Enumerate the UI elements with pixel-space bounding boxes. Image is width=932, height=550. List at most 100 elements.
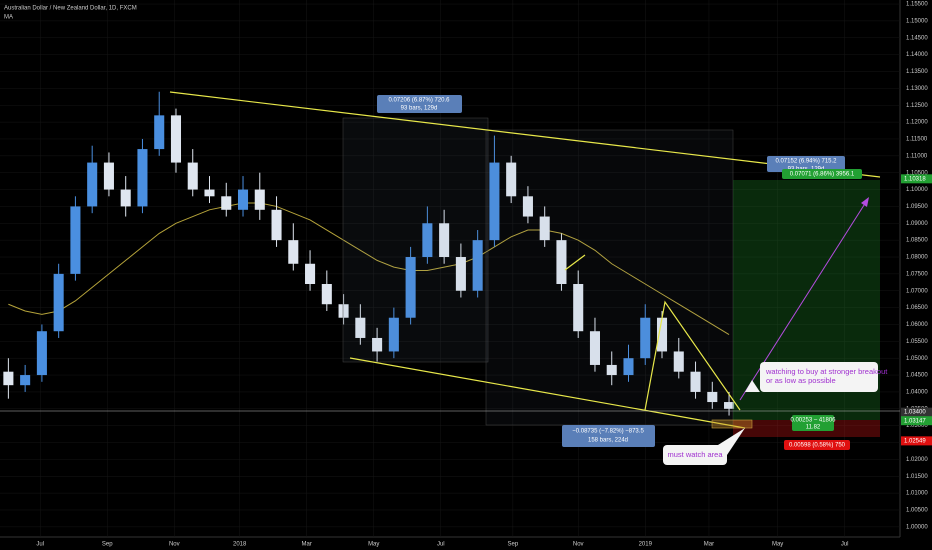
candle-body bbox=[204, 189, 215, 197]
candle-body bbox=[20, 375, 31, 386]
x-tick-label: Mar bbox=[302, 542, 312, 548]
price-label: 1.03400 bbox=[904, 410, 926, 416]
candle-body bbox=[137, 149, 148, 207]
x-tick-label: Nov bbox=[169, 542, 180, 548]
y-tick-label: 1.09500 bbox=[906, 204, 928, 210]
target-label-box bbox=[782, 169, 862, 179]
candle-body bbox=[388, 317, 399, 352]
candle-body bbox=[455, 257, 466, 291]
y-tick-label: 1.01000 bbox=[906, 491, 928, 497]
x-tick-label: Jul bbox=[437, 542, 445, 548]
candle-body bbox=[355, 317, 366, 338]
candle-body bbox=[724, 402, 735, 409]
candle-body bbox=[690, 371, 701, 392]
y-tick-label: 1.03000 bbox=[906, 423, 928, 429]
x-tick-label: May bbox=[772, 542, 783, 548]
indicator-label: MA bbox=[4, 15, 13, 21]
trend-line bbox=[169, 91, 881, 178]
candle-body bbox=[170, 115, 182, 163]
entry-label: 11.82 bbox=[806, 425, 821, 431]
y-tick-label: 1.08000 bbox=[906, 255, 928, 261]
candle-body bbox=[422, 223, 433, 258]
price-label-box bbox=[901, 416, 932, 426]
candle-body bbox=[36, 331, 47, 376]
x-tick-label: Jul bbox=[841, 542, 849, 548]
callout bbox=[760, 362, 878, 392]
candle-body bbox=[472, 240, 483, 291]
measure-label bbox=[377, 95, 462, 113]
price-label-box bbox=[901, 407, 932, 417]
candle-body bbox=[640, 317, 651, 359]
candle-body bbox=[673, 351, 684, 372]
price-label: 1.03147 bbox=[904, 418, 926, 424]
callout-text: or as low as possible bbox=[766, 376, 836, 385]
x-tick-label: Sep bbox=[102, 542, 113, 548]
candle-body bbox=[573, 283, 584, 332]
stop-label-box bbox=[784, 440, 850, 450]
candle-body bbox=[187, 162, 198, 190]
y-tick-label: 1.12500 bbox=[906, 103, 928, 109]
arrow-head bbox=[861, 197, 869, 207]
y-tick-label: 1.14500 bbox=[906, 35, 928, 41]
entry-label-box bbox=[792, 415, 834, 431]
candle-body bbox=[103, 162, 114, 190]
candle-body bbox=[338, 304, 349, 318]
y-tick-label: 1.15500 bbox=[906, 2, 928, 8]
y-tick-label: 1.12000 bbox=[906, 120, 928, 126]
candle-body bbox=[707, 391, 718, 403]
y-tick-label: 1.00000 bbox=[906, 524, 928, 530]
candle-body bbox=[522, 196, 533, 217]
watch-zone bbox=[711, 419, 753, 429]
x-tick-label: 2018 bbox=[233, 542, 247, 548]
callout-pointer bbox=[745, 380, 760, 392]
drawings: 0.07206 (6.87%) 720.6 93 bars, 129d 0.07… bbox=[0, 91, 900, 465]
candle-body bbox=[70, 206, 81, 274]
candle-body bbox=[221, 196, 232, 210]
callout-text: watching to buy at stronger breakout bbox=[765, 367, 888, 376]
price-label-box bbox=[901, 174, 932, 184]
candle-body bbox=[87, 162, 98, 207]
candle-body bbox=[254, 189, 265, 210]
y-tick-label: 1.11000 bbox=[906, 153, 928, 159]
x-tick-label: May bbox=[368, 542, 379, 548]
candle-body bbox=[120, 189, 131, 207]
candle-body bbox=[53, 273, 64, 332]
x-tick-label: Jul bbox=[36, 542, 44, 548]
callout-text: must watch area bbox=[667, 450, 723, 459]
y-tick-label: 1.04000 bbox=[906, 390, 928, 396]
candle-body bbox=[237, 189, 249, 210]
moving-average bbox=[8, 202, 730, 336]
trend-line bbox=[349, 357, 746, 429]
x-tick-label: Nov bbox=[573, 542, 584, 548]
y-tick-label: 1.10500 bbox=[906, 170, 928, 176]
y-tick-label: 1.07000 bbox=[906, 288, 928, 294]
x-tick-label: Sep bbox=[508, 542, 519, 548]
y-tick-label: 1.13500 bbox=[906, 69, 928, 75]
callout bbox=[663, 445, 727, 465]
price-label: 1.10318 bbox=[904, 176, 926, 182]
candle-body bbox=[305, 263, 316, 284]
candle-body bbox=[589, 331, 600, 365]
candle-body bbox=[506, 162, 517, 197]
candle-body bbox=[372, 337, 383, 352]
y-tick-label: 1.07500 bbox=[906, 271, 928, 277]
measure-box bbox=[342, 117, 489, 363]
trend-line bbox=[644, 300, 741, 411]
candle-body bbox=[271, 209, 282, 241]
candle-body bbox=[656, 317, 668, 352]
candle-body bbox=[606, 364, 617, 376]
y-tick-label: 1.14000 bbox=[906, 52, 928, 58]
candle-body bbox=[439, 223, 450, 258]
y-tick-label: 1.06000 bbox=[906, 322, 928, 328]
y-tick-label: 1.01500 bbox=[906, 474, 928, 480]
measure-text: −0.08735 (−7.82%) −873.5 bbox=[572, 429, 644, 435]
measure-label bbox=[767, 156, 845, 172]
price-label-box bbox=[901, 436, 932, 446]
stop-label: 0.00598 (0.58%) 750 bbox=[789, 443, 846, 449]
y-tick-label: 1.08500 bbox=[906, 238, 928, 244]
x-tick-label: Mar bbox=[704, 542, 714, 548]
price-label: 1.02549 bbox=[904, 438, 926, 444]
